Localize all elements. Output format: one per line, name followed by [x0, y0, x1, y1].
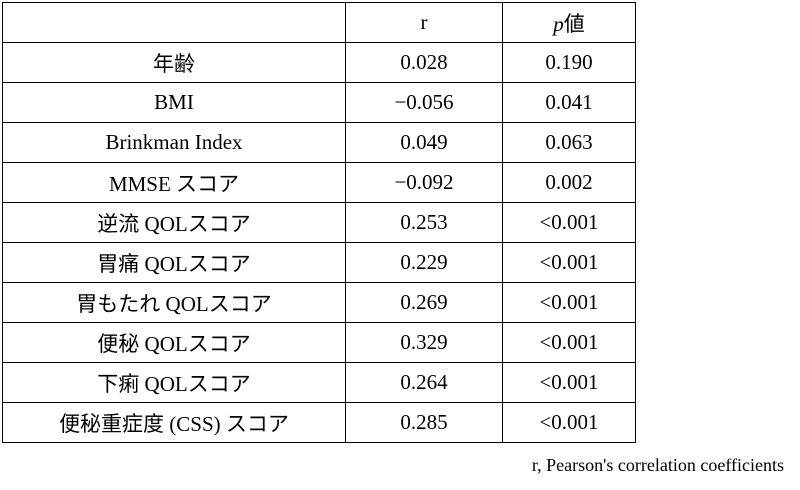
header-r: r	[420, 10, 428, 34]
footnote: r, Pearson's correlation coefficients	[531, 455, 784, 475]
cell: 0.285	[345, 402, 503, 443]
table-row: 年齢 0.028 0.190	[2, 42, 636, 83]
cell: 0.049	[345, 122, 503, 163]
table-row: 便秘 QOLスコア 0.329 <0.001	[2, 322, 636, 363]
header-cell: p値	[502, 2, 636, 43]
table-row: 逆流 QOLスコア 0.253 <0.001	[2, 202, 636, 243]
table-row: MMSE スコア −0.092 0.002	[2, 162, 636, 203]
cell: <0.001	[502, 362, 636, 403]
header-cell: r	[345, 2, 503, 43]
row-label: 便秘 QOLスコア	[2, 322, 346, 363]
header-p: p	[553, 11, 564, 36]
header-cell	[2, 2, 346, 43]
cell: 0.041	[502, 82, 636, 123]
cell: −0.056	[345, 82, 503, 123]
table-row: Brinkman Index 0.049 0.063	[2, 122, 636, 163]
row-label: 胃痛 QOLスコア	[2, 242, 346, 283]
cell: 0.264	[345, 362, 503, 403]
table-row: 胃もたれ QOLスコア 0.269 <0.001	[2, 282, 636, 323]
row-label: 年齢	[2, 42, 346, 83]
correlation-table: r p値 年齢 0.028 0.190 BMI −0.056 0.041 Brinkman …	[2, 2, 636, 443]
cell: 0.028	[345, 42, 503, 83]
cell: 0.253	[345, 202, 503, 243]
cell: <0.001	[502, 202, 636, 243]
cell: 0.190	[502, 42, 636, 83]
cell: <0.001	[502, 242, 636, 283]
header-row: r p値	[2, 2, 636, 43]
row-label: BMI	[2, 82, 346, 123]
row-label: 下痢 QOLスコア	[2, 362, 346, 403]
row-label: Brinkman Index	[2, 122, 346, 163]
table-body: r p値 年齢 0.028 0.190 BMI −0.056 0.041 Brinkman …	[2, 2, 636, 443]
table-row: 便秘重症度 (CSS) スコア 0.285 <0.001	[2, 402, 636, 443]
row-label: 胃もたれ QOLスコア	[2, 282, 346, 323]
cell: 0.269	[345, 282, 503, 323]
cell: <0.001	[502, 282, 636, 323]
header-p-rest: 値	[563, 11, 585, 36]
cell: −0.092	[345, 162, 503, 203]
row-label: 逆流 QOLスコア	[2, 202, 346, 243]
cell: 0.002	[502, 162, 636, 203]
cell: 0.229	[345, 242, 503, 283]
row-label: 便秘重症度 (CSS) スコア	[2, 402, 346, 443]
cell: <0.001	[502, 322, 636, 363]
cell: <0.001	[502, 402, 636, 443]
table-row: 下痢 QOLスコア 0.264 <0.001	[2, 362, 636, 403]
row-label: MMSE スコア	[2, 162, 346, 203]
table-row: 胃痛 QOLスコア 0.229 <0.001	[2, 242, 636, 283]
cell: 0.329	[345, 322, 503, 363]
table-row: BMI −0.056 0.041	[2, 82, 636, 123]
cell: 0.063	[502, 122, 636, 163]
